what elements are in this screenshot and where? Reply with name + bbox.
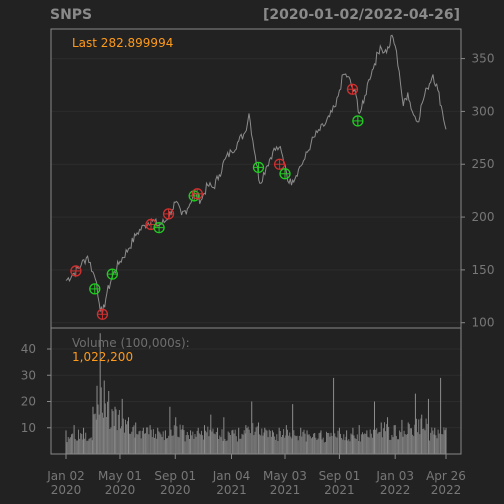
last-price-label: Last 282.899994 [72,36,173,50]
x-tick-label-date: May 01 [98,469,142,483]
volume-last-value: 1,022,200 [72,350,133,364]
buy-signal-marker [106,268,118,280]
chart-title: SNPS [50,7,92,23]
volume-y-tick-label: 40 [21,342,36,356]
volume-gridlines [51,348,461,429]
sell-signal-marker [191,188,203,200]
price-y-tick-label: 100 [472,316,495,330]
sell-signal-marker [273,158,286,170]
price-y-axis: 100 150 200 250 300 350 [461,52,494,330]
date-range-label: [2020-01-02/2022-04-26] [263,7,460,23]
sell-signal-marker [162,208,175,220]
price-y-tick-label: 250 [472,157,495,171]
x-tick-label-date: Sep 01 [154,469,196,483]
x-tick-label-date: Jan 04 [212,469,251,483]
buy-signal-marker [352,115,364,127]
volume-panel-frame [50,327,462,455]
sell-signal-marker [96,308,109,320]
buy-signal-marker [89,283,101,295]
price-panel: 100 150 200 250 300 350 Last 282.899994 [50,28,494,330]
x-tick-label-date: Sep 01 [319,469,361,483]
buy-signal-marker [153,221,165,234]
x-tick-label-year: 2021 [270,483,301,497]
volume-y-tick-label: 10 [21,421,36,435]
x-tick-label-year: 2021 [216,483,247,497]
x-tick-label-year: 2020 [160,483,191,497]
price-y-tick-label: 150 [472,263,495,277]
x-tick-label-date: Jan 02 [46,469,85,483]
x-tick-label-date: Jan 03 [375,469,414,483]
volume-y-tick-label: 20 [21,395,36,409]
buy-signal-marker [252,161,265,174]
buy-signal-marker [279,168,291,180]
x-tick-label-date: Apr 26 [426,469,466,483]
x-tick-label-year: 2020 [105,483,136,497]
x-tick-label-year: 2020 [51,483,82,497]
volume-bars [65,333,447,454]
price-y-tick-label: 300 [472,104,495,118]
sell-signal-marker [70,265,82,277]
volume-label: Volume (100,000s): [72,336,190,350]
volume-y-axis: 10 20 30 40 [21,342,51,435]
price-y-tick-label: 350 [472,52,495,66]
sell-signal-marker [346,83,359,95]
price-series-line [65,34,447,315]
signal-markers [70,83,364,320]
volume-panel: 10 20 30 40 Volume (100,000s): 1,022,200 [21,327,462,455]
price-y-tick-label: 200 [472,210,495,224]
x-tick-label-year: 2021 [324,483,355,497]
x-tick-label-year: 2022 [380,483,411,497]
x-tick-label-date: May 03 [263,469,307,483]
x-tick-label-year: 2022 [431,483,462,497]
volume-y-tick-label: 30 [21,368,36,382]
